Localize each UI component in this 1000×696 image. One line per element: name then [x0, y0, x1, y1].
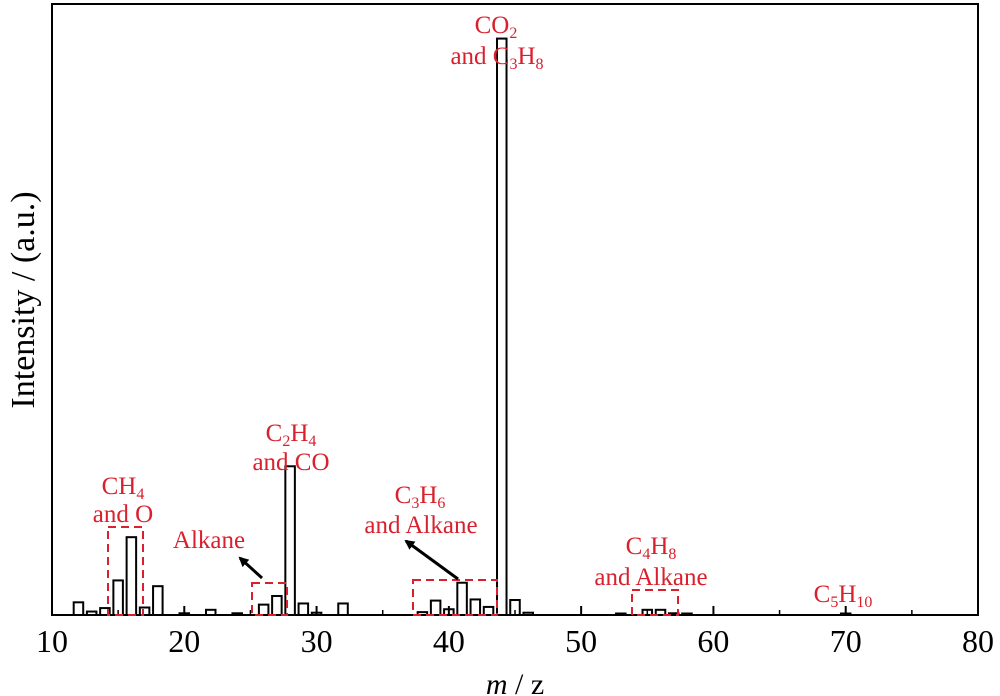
- label-c4h8-line1: C4H8: [626, 533, 677, 563]
- x-axis-label: m / z: [486, 668, 544, 696]
- label-c3h6-line1: C3H6: [395, 482, 446, 512]
- label-c5h10: C5H10: [814, 581, 873, 611]
- bar-mz-17: [138, 606, 151, 617]
- label-ch4-line1: CH4: [102, 473, 145, 503]
- bar-mz-43: [482, 605, 495, 616]
- x-tick-label-60: 60: [697, 623, 729, 659]
- label-c4h8-line2: and Alkane: [594, 564, 707, 591]
- bar-mz-12: [72, 601, 85, 617]
- label-c2h4-line1: C2H4: [266, 420, 317, 450]
- arrow-c3h6: [404, 539, 459, 581]
- bar-mz-29: [297, 602, 310, 616]
- arrow-alkane: [238, 556, 264, 580]
- box-c4h8: [631, 589, 679, 616]
- bar-mz-15: [112, 579, 124, 616]
- label-co2-line1: CO2: [475, 12, 518, 42]
- x-axis-label-rest: / z: [508, 668, 545, 696]
- bar-mz-26: [257, 603, 270, 616]
- x-axis-label-italic: m: [486, 668, 508, 696]
- label-alkane: Alkane: [173, 527, 245, 554]
- y-axis-label: Intensity / (a.u.): [5, 191, 42, 408]
- label-ch4-line2: and O: [93, 501, 153, 528]
- box-alkane-26: [251, 582, 288, 616]
- x-tick-label-40: 40: [433, 623, 465, 659]
- label-c3h6-line2: and Alkane: [364, 512, 477, 539]
- bar-mz-32: [337, 602, 349, 616]
- box-c3h6: [412, 579, 498, 616]
- x-tick-label-80: 80: [962, 623, 994, 659]
- bar-mz-42: [469, 598, 482, 617]
- x-tick-label-20: 20: [168, 623, 200, 659]
- bar-mz-39: [429, 599, 442, 617]
- x-tick-label-50: 50: [565, 623, 597, 659]
- x-axis-ticks: 10 20 30 40 50 60 70 80: [36, 606, 994, 659]
- highlight-boxes: [107, 526, 679, 616]
- bar-mz-44: [496, 37, 508, 616]
- bar-mz-41: [456, 581, 468, 616]
- bar-mz-16: [125, 536, 138, 616]
- x-tick-label-30: 30: [301, 623, 333, 659]
- x-tick-label-10: 10: [36, 623, 68, 659]
- bar-mz-18: [152, 585, 164, 616]
- annotations: CO2 and C3H8 C2H4 and CO CH4 and O Alkan…: [93, 12, 873, 611]
- x-tick-label-70: 70: [830, 623, 862, 659]
- label-c2h4-line2: and CO: [252, 449, 329, 476]
- label-co2-line2: and C3H8: [450, 43, 543, 73]
- bar-mz-27: [271, 594, 283, 616]
- box-ch4-o: [107, 526, 144, 616]
- plot-frame: [51, 3, 979, 616]
